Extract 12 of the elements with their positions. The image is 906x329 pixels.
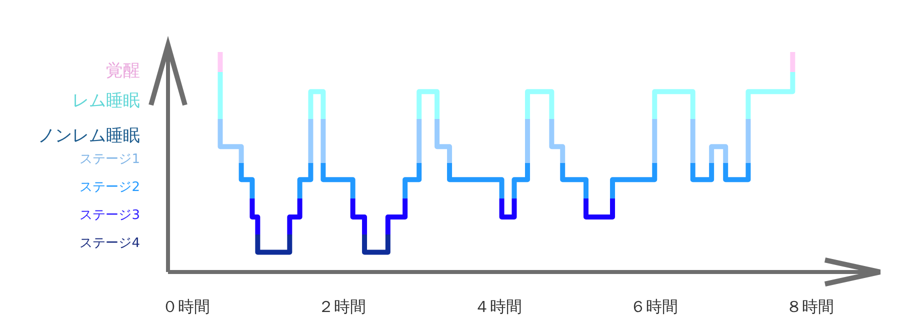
text: ノンレム睡眠 [38,126,140,146]
x-tick-label: ６時間 [630,297,678,316]
text: ステージ4 [80,236,140,251]
text: ステージ1 [80,152,140,167]
x-tick-label: ４時間 [474,297,522,316]
x-tick-label: ２時間 [318,297,366,316]
text: ステージ3 [80,208,140,223]
text: レム睡眠 [72,91,140,111]
x-tick-label: ８時間 [786,297,834,316]
text: ステージ2 [80,180,140,195]
x-tick-label: ０時間 [162,297,210,316]
text: 覚醒 [106,61,140,81]
